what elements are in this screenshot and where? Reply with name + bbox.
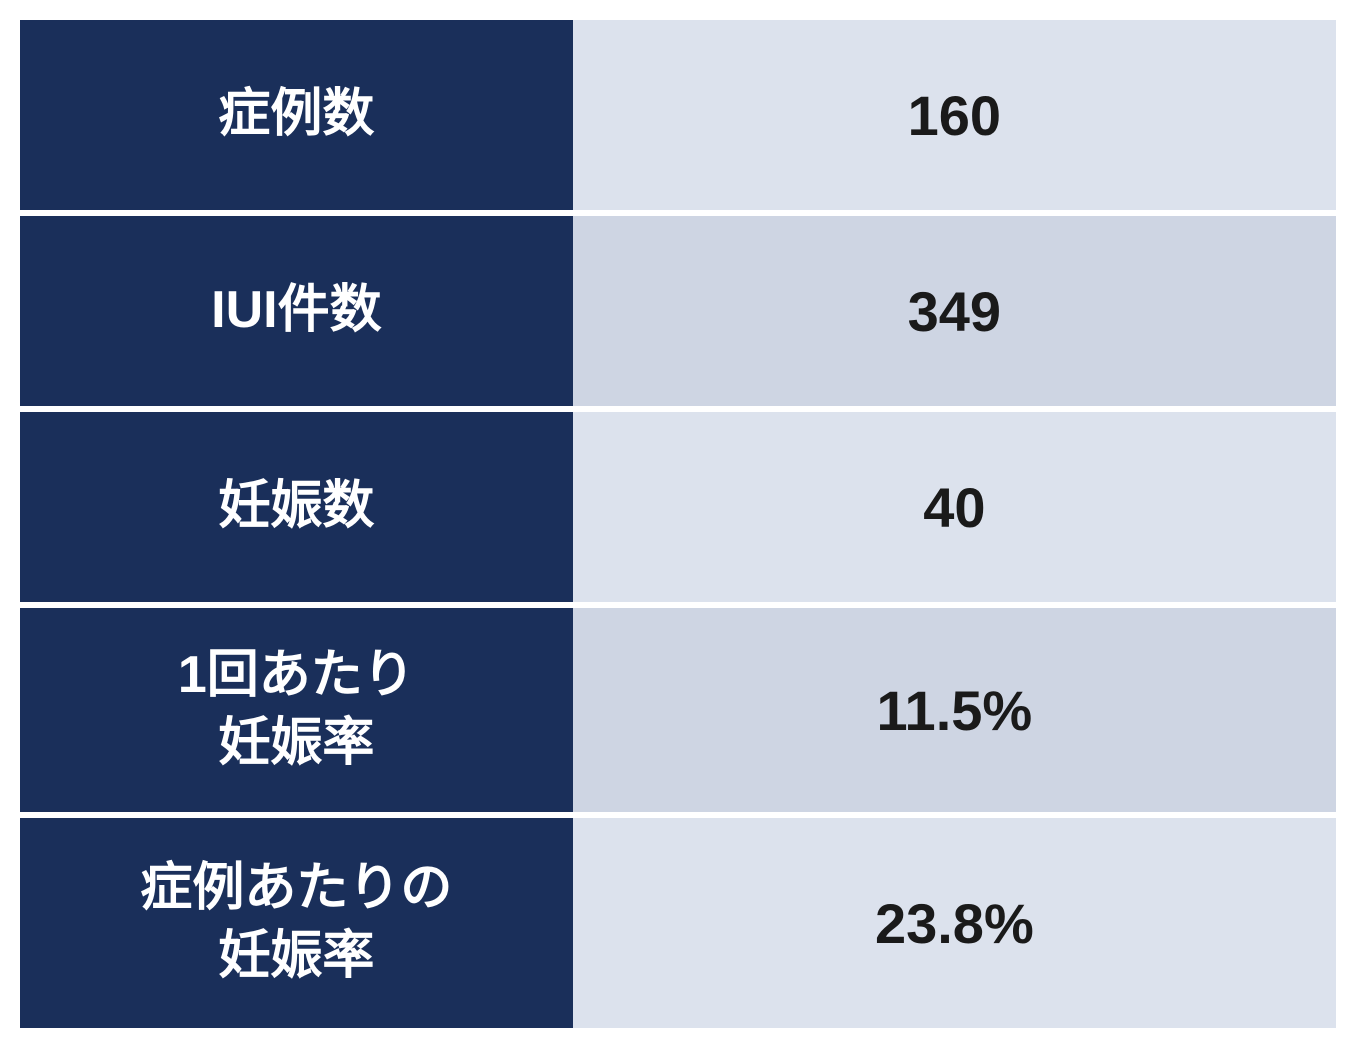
table-row: 妊娠数40 xyxy=(20,412,1336,608)
data-table: 症例数160IUI件数349妊娠数401回あたり 妊娠率11.5%症例あたりの … xyxy=(20,20,1336,1028)
table-body: 症例数160IUI件数349妊娠数401回あたり 妊娠率11.5%症例あたりの … xyxy=(20,20,1336,1028)
row-value: 23.8% xyxy=(573,818,1336,1028)
row-label: IUI件数 xyxy=(20,216,573,406)
table-row: 症例あたりの 妊娠率23.8% xyxy=(20,818,1336,1028)
row-label: 症例あたりの 妊娠率 xyxy=(20,818,573,1028)
row-value: 40 xyxy=(573,412,1336,602)
table-row: IUI件数349 xyxy=(20,216,1336,412)
table-row: 症例数160 xyxy=(20,20,1336,216)
row-value: 11.5% xyxy=(573,608,1336,812)
table-row: 1回あたり 妊娠率11.5% xyxy=(20,608,1336,818)
row-label: 1回あたり 妊娠率 xyxy=(20,608,573,812)
row-label: 妊娠数 xyxy=(20,412,573,602)
row-value: 160 xyxy=(573,20,1336,210)
row-label: 症例数 xyxy=(20,20,573,210)
row-value: 349 xyxy=(573,216,1336,406)
